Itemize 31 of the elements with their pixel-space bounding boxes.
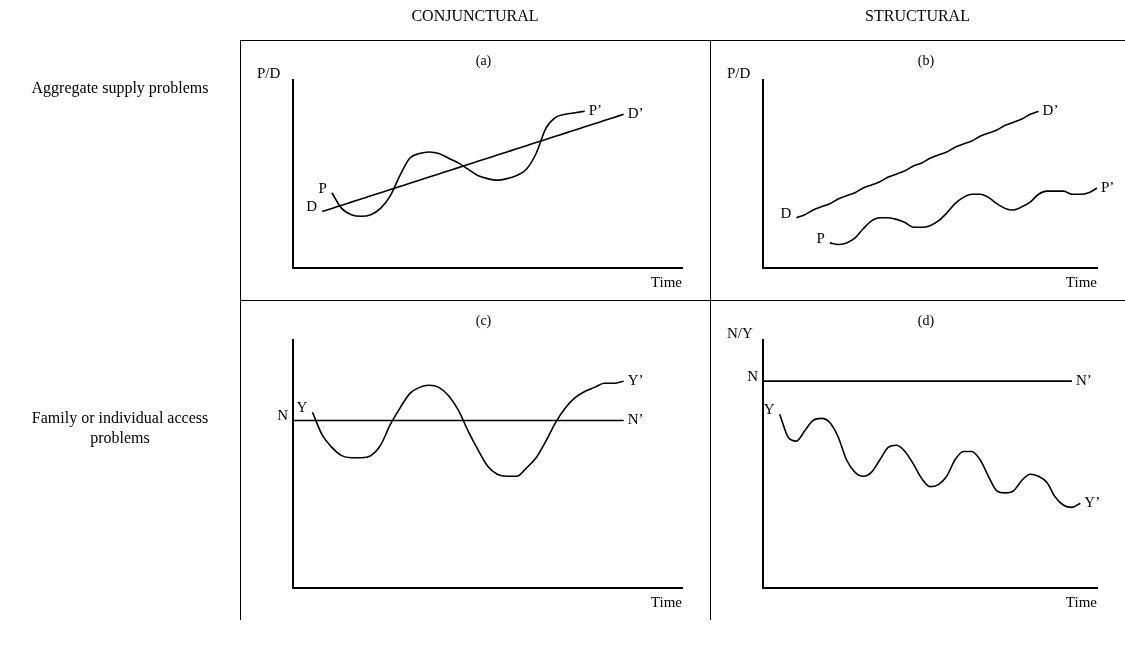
annotation: P’ (588, 102, 603, 119)
annotation: D’ (627, 105, 644, 122)
y-axis-title: P/D (257, 65, 281, 82)
annotation: D (780, 204, 792, 221)
text: Aggregate supply problems (31, 78, 209, 98)
text: Family or individual access problems (30, 408, 210, 448)
annotation: P (816, 229, 825, 246)
annotation: Y (763, 401, 775, 418)
x-axis-title: Time (650, 594, 683, 611)
x-axis-title: Time (1065, 274, 1098, 291)
text: STRUCTURAL (865, 6, 970, 26)
text: N (277, 407, 289, 424)
annotation: Y’ (1084, 494, 1101, 511)
annotation: D (306, 198, 318, 215)
annotation: Y’ (627, 372, 644, 389)
chart-title: (c) (475, 313, 492, 330)
annotation: N’ (627, 411, 644, 428)
annotation: P (318, 179, 327, 196)
chart-title: (a) (475, 53, 492, 70)
annotation: D’ (1042, 102, 1059, 119)
y-axis-title: P/D (727, 65, 751, 82)
y-axis-title: N/Y (727, 325, 753, 342)
annotation: N’ (1075, 372, 1092, 389)
x-axis-title: Time (1065, 594, 1098, 611)
annotation: Y (296, 399, 308, 416)
text: CONJUNCTURAL (411, 6, 539, 26)
chart-title: (d) (917, 313, 935, 330)
chart-title: (b) (917, 53, 935, 70)
text: N (747, 368, 759, 385)
text: P’ (1101, 178, 1115, 195)
x-axis-title: Time (650, 274, 683, 291)
